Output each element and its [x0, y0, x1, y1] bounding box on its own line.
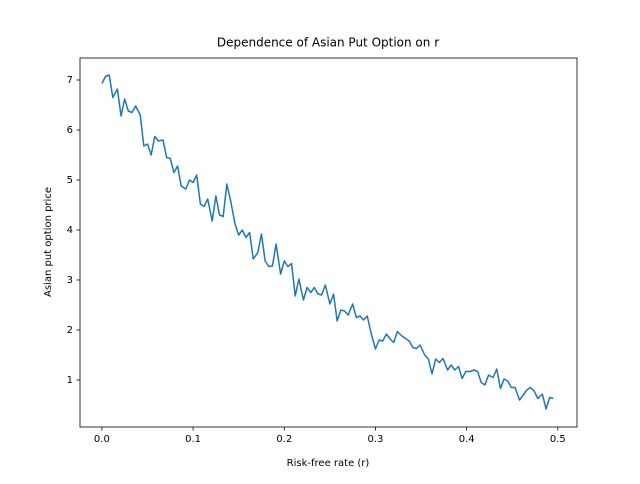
x-axis-label: Risk-free rate (r) [287, 458, 370, 469]
y-tick-label: 5 [67, 175, 73, 186]
x-tick-label: 0.4 [459, 434, 475, 445]
plot-frame [79, 57, 578, 428]
x-tick-label: 0.1 [185, 434, 201, 445]
x-tick-label: 0.2 [276, 434, 292, 445]
chart-title: Dependence of Asian Put Option on r [217, 36, 439, 50]
y-tick-label: 2 [67, 325, 73, 336]
y-tick-label: 1 [67, 375, 73, 386]
data-line [101, 74, 554, 410]
y-tick-label: 7 [67, 75, 73, 86]
x-tick-label: 0.5 [550, 434, 566, 445]
x-tick-label: 0.0 [94, 434, 110, 445]
y-tick-label: 4 [67, 225, 73, 236]
y-tick-label: 6 [67, 125, 73, 136]
x-tick-label: 0.3 [368, 434, 384, 445]
y-axis-label: Asian put option price [43, 187, 54, 297]
y-tick-label: 3 [67, 275, 73, 286]
